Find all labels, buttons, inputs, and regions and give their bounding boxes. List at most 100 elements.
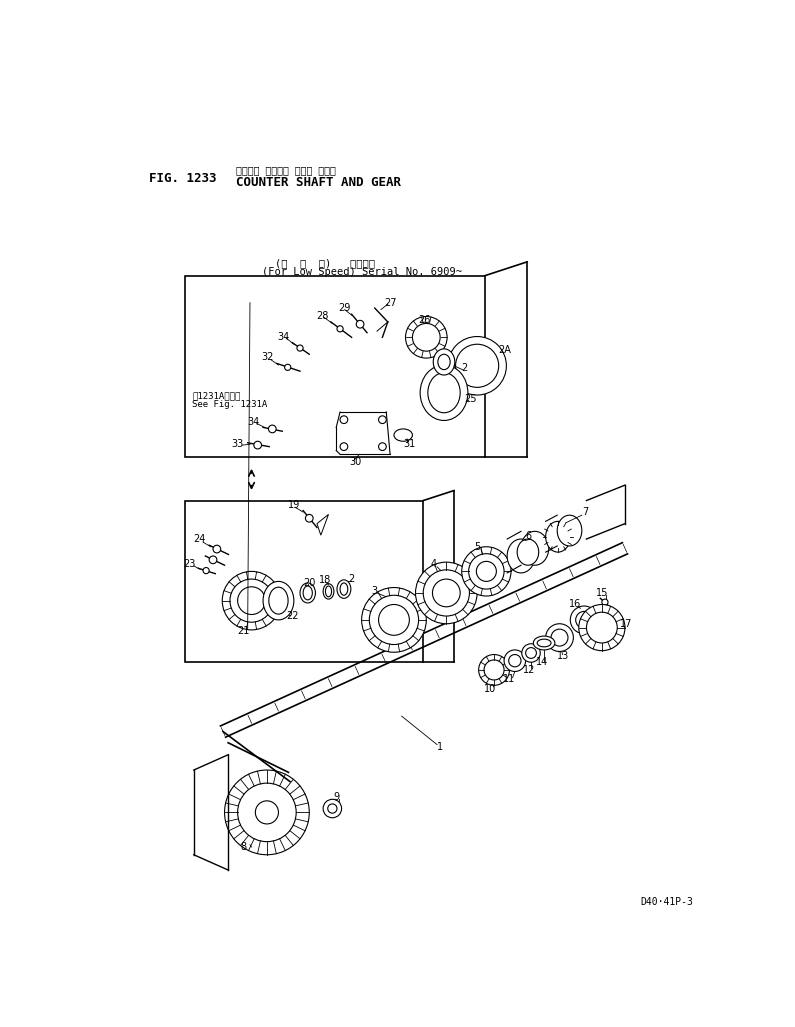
Text: 1: 1: [437, 741, 444, 752]
Text: See Fig. 1231A: See Fig. 1231A: [192, 401, 267, 410]
Text: 16: 16: [568, 600, 581, 609]
Ellipse shape: [337, 580, 351, 599]
Circle shape: [340, 416, 347, 423]
Text: 13: 13: [557, 651, 569, 661]
Circle shape: [432, 579, 460, 607]
Circle shape: [230, 579, 273, 622]
Text: 26: 26: [419, 314, 431, 325]
Text: 14: 14: [536, 657, 548, 668]
Circle shape: [209, 556, 217, 564]
Ellipse shape: [420, 365, 468, 420]
Circle shape: [484, 660, 504, 680]
Circle shape: [362, 587, 426, 652]
Ellipse shape: [300, 583, 316, 603]
Text: 29: 29: [339, 303, 351, 313]
Text: 19: 19: [288, 500, 300, 510]
Circle shape: [570, 606, 598, 634]
Bar: [184, 275, 485, 457]
Ellipse shape: [433, 349, 455, 375]
Circle shape: [456, 344, 498, 387]
Circle shape: [223, 571, 281, 630]
Ellipse shape: [537, 639, 551, 647]
Circle shape: [462, 546, 511, 596]
Text: 30: 30: [349, 457, 362, 467]
Text: 9: 9: [333, 792, 339, 802]
Text: 18: 18: [319, 575, 331, 584]
Circle shape: [448, 337, 506, 395]
Ellipse shape: [507, 539, 535, 573]
Circle shape: [213, 545, 221, 553]
Text: 11: 11: [503, 674, 516, 684]
Circle shape: [328, 804, 337, 813]
Text: 2A: 2A: [498, 345, 511, 355]
Text: 31: 31: [403, 439, 416, 449]
Circle shape: [468, 554, 504, 589]
Text: 22: 22: [286, 611, 299, 621]
Ellipse shape: [269, 587, 288, 614]
Ellipse shape: [340, 583, 347, 596]
Text: COUNTER SHAFT AND GEAR: COUNTER SHAFT AND GEAR: [236, 176, 401, 189]
Text: 27: 27: [384, 298, 397, 308]
Text: 7: 7: [582, 507, 588, 517]
Ellipse shape: [303, 586, 312, 600]
Circle shape: [356, 320, 364, 328]
Circle shape: [340, 443, 347, 451]
Text: (低  速  用)   適用号機: (低 速 用) 適用号機: [274, 258, 374, 268]
Ellipse shape: [263, 581, 294, 620]
Circle shape: [255, 801, 278, 824]
Bar: [184, 500, 423, 662]
Text: 33: 33: [231, 439, 244, 449]
Circle shape: [545, 623, 573, 651]
Text: 3: 3: [371, 585, 378, 596]
Circle shape: [378, 605, 409, 636]
Ellipse shape: [325, 586, 332, 597]
Circle shape: [378, 416, 386, 423]
Text: 24: 24: [194, 534, 206, 544]
Ellipse shape: [428, 373, 460, 413]
Text: 28: 28: [316, 311, 328, 320]
Ellipse shape: [438, 354, 450, 370]
Circle shape: [238, 586, 266, 614]
Circle shape: [323, 799, 342, 817]
Text: カウンタ シャフト および ギヤー: カウンタ シャフト および ギヤー: [236, 165, 336, 176]
Text: (For Low Speed) Serial No. 6909~: (For Low Speed) Serial No. 6909~: [262, 267, 462, 277]
Circle shape: [224, 770, 309, 854]
Circle shape: [551, 630, 568, 646]
Circle shape: [413, 324, 440, 351]
Circle shape: [203, 568, 209, 574]
Text: 2: 2: [462, 364, 468, 373]
Text: 21: 21: [238, 626, 250, 637]
Ellipse shape: [533, 636, 555, 650]
Text: 第1231A図参照: 第1231A図参照: [192, 391, 241, 401]
Text: D40·41P-3: D40·41P-3: [640, 898, 693, 907]
Circle shape: [522, 644, 541, 662]
Text: 5: 5: [474, 541, 480, 551]
Circle shape: [305, 515, 313, 522]
Circle shape: [504, 650, 525, 672]
Text: 17: 17: [620, 618, 633, 629]
Circle shape: [509, 654, 521, 667]
Circle shape: [269, 425, 276, 432]
Text: 4: 4: [431, 560, 437, 569]
Circle shape: [479, 654, 510, 685]
Circle shape: [476, 562, 496, 581]
Text: 34: 34: [248, 417, 260, 427]
Text: 34: 34: [277, 332, 290, 342]
Ellipse shape: [518, 539, 539, 565]
Polygon shape: [317, 515, 328, 535]
Circle shape: [579, 605, 625, 651]
Circle shape: [416, 562, 477, 623]
Text: FIG. 1233: FIG. 1233: [149, 172, 216, 185]
Text: 8: 8: [241, 842, 247, 852]
Text: 20: 20: [303, 578, 316, 587]
Circle shape: [576, 611, 592, 629]
Circle shape: [602, 599, 608, 605]
Circle shape: [423, 570, 469, 616]
Circle shape: [297, 345, 303, 351]
Ellipse shape: [521, 531, 549, 565]
Text: 25: 25: [465, 394, 477, 404]
Circle shape: [254, 442, 262, 449]
Text: 15: 15: [595, 587, 608, 598]
Text: 12: 12: [522, 664, 535, 675]
Circle shape: [587, 612, 617, 643]
